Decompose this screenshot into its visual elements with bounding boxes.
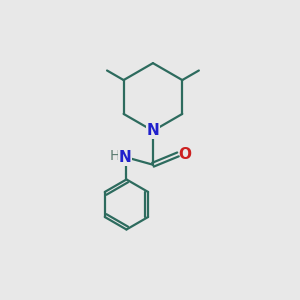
Text: O: O xyxy=(178,147,191,162)
Text: N: N xyxy=(147,123,159,138)
Text: N: N xyxy=(118,150,131,165)
Text: H: H xyxy=(110,149,120,163)
